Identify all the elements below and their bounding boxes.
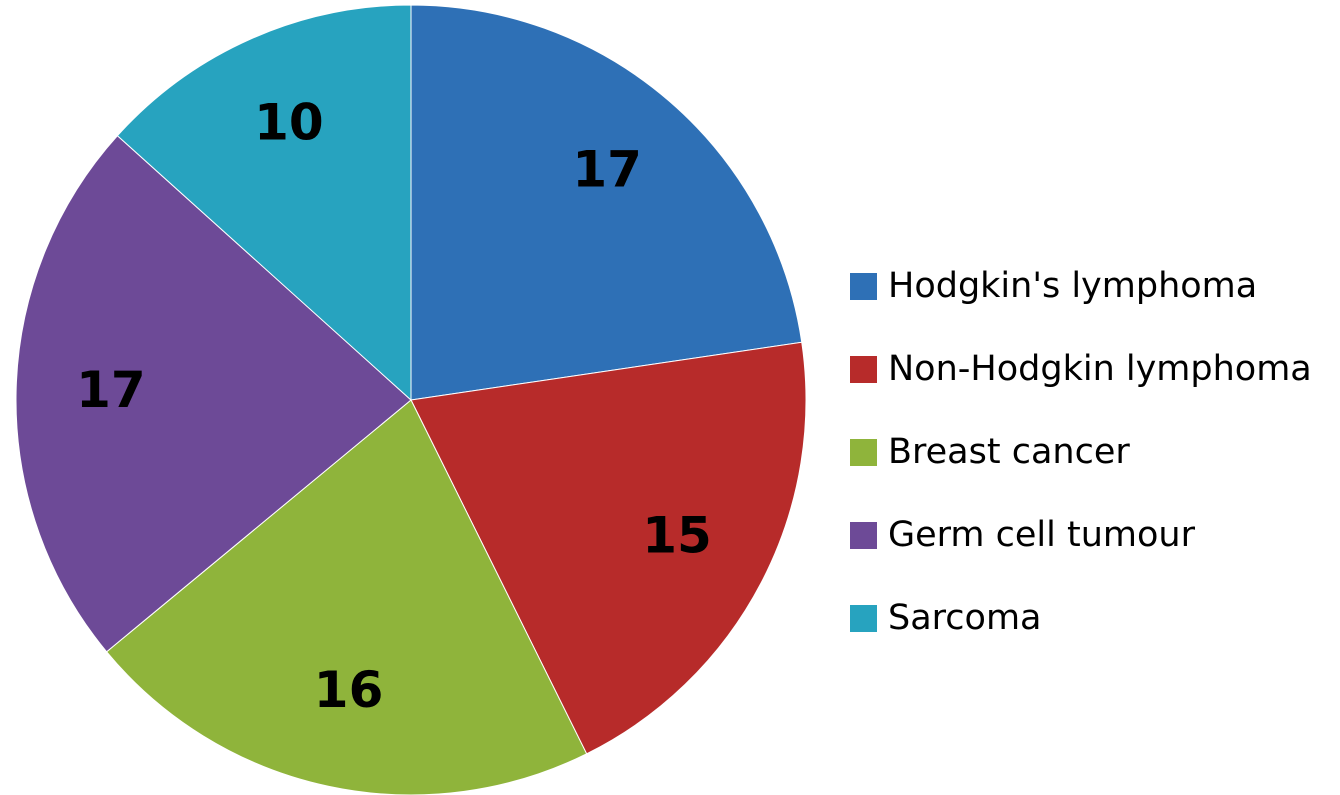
legend-swatch bbox=[850, 356, 877, 383]
data-label: 17 bbox=[572, 140, 642, 198]
legend-swatch bbox=[850, 273, 877, 300]
data-label: 10 bbox=[254, 93, 324, 151]
pie-slice bbox=[15, 134, 412, 653]
pie-slice bbox=[410, 4, 803, 401]
legend-label: Hodgkin's lymphoma bbox=[888, 266, 1257, 306]
pie-slice bbox=[410, 341, 807, 755]
pie-slice bbox=[116, 4, 412, 402]
data-label: 15 bbox=[642, 507, 712, 565]
legend-label: Breast cancer bbox=[888, 432, 1130, 472]
legend-label: Non-Hodgkin lymphoma bbox=[888, 349, 1312, 389]
data-label: 17 bbox=[76, 361, 146, 419]
legend-swatch bbox=[850, 605, 877, 632]
legend-label: Germ cell tumour bbox=[888, 515, 1196, 555]
data-label: 16 bbox=[314, 661, 384, 719]
legend-label: Sarcoma bbox=[888, 598, 1041, 638]
legend-swatch bbox=[850, 439, 877, 466]
legend-swatch bbox=[850, 522, 877, 549]
pie-slice bbox=[105, 399, 588, 795]
